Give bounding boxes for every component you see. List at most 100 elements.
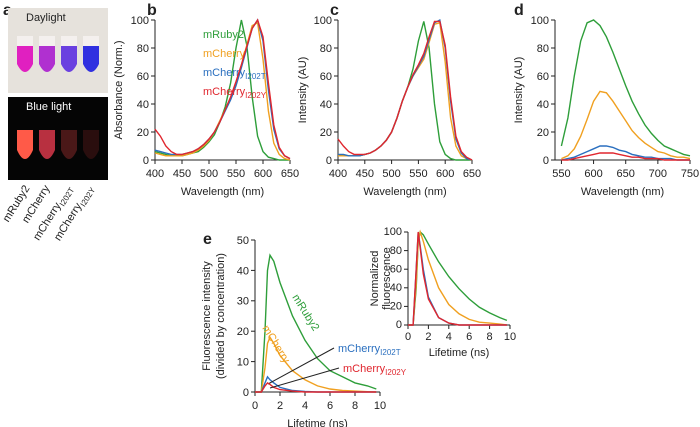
y-axis-label: Intensity (AU) [513,57,525,124]
y-tick-label: 40 [320,99,332,111]
x-tick-label: 550 [552,168,570,180]
x-tick-label: 650 [617,168,635,180]
name: mCherry [338,343,381,355]
y-axis-label: Normalized [369,251,381,307]
y-axis-label: Fluorescence intensity [201,261,213,371]
curve-label: mCherryI202T [338,343,401,357]
y-tick-label: 100 [314,15,332,27]
y-tick-label: 60 [537,71,549,83]
y-tick-label: 0 [396,319,402,331]
x-tick-label: 6 [466,331,472,343]
series-line [408,230,508,326]
panel-a: a Daylight Blue light mRuby2 mCherry mCh… [1,2,108,243]
y-tick-label: 0 [543,155,549,167]
x-tick-label: 2 [277,400,283,412]
legend-entry: mCherry [203,48,246,60]
x-tick-label: 10 [504,331,516,343]
legend-entry: mRuby2 [203,29,244,41]
y-tick-label: 0 [143,155,149,167]
x-tick-label: 650 [463,168,481,180]
x-tick-label: 0 [252,400,258,412]
x-tick-label: 600 [436,168,454,180]
x-tick-label: 4 [302,400,308,412]
name: mCherry [203,67,246,79]
x-axis-label: Lifetime (ns) [429,347,490,359]
series-line [408,231,507,326]
curve-label: mRuby2 [289,292,321,333]
x-axis-label: Lifetime (ns) [287,418,348,427]
x-tick-label: 650 [281,168,299,180]
y-tick-label: 0 [326,155,332,167]
series-line [255,253,377,393]
y-tick-label: 60 [137,71,149,83]
y-tick-label: 20 [137,127,149,139]
y-tick-label: 10 [237,356,249,368]
series-line [408,231,507,326]
x-tick-label: 2 [425,331,431,343]
y-tick-label: 20 [320,127,332,139]
y-tick-label: 100 [384,226,402,238]
y-tick-label: 30 [237,296,249,308]
y-axis-label: Absorbance (Norm.) [113,40,125,139]
series-line [561,90,691,160]
y-tick-label: 40 [237,265,249,277]
y-tick-label: 60 [390,263,402,275]
curve-label: mCherryI202Y [343,363,407,377]
x-tick-label: 8 [487,331,493,343]
series-line [255,381,377,393]
name: mCherry [203,48,246,60]
y-tick-label: 100 [531,15,549,27]
name: mCherry [203,86,246,98]
legend-entry: mCherryI202T [203,67,266,81]
series-line [338,18,473,161]
name: mRuby2 [203,29,244,41]
x-tick-label: 600 [254,168,272,180]
y-tick-label: 20 [390,301,402,313]
y-tick-label: 40 [537,99,549,111]
panel-letter: c [330,2,339,19]
x-tick-label: 450 [356,168,374,180]
panel-letter: b [147,2,157,19]
x-tick-label: 700 [649,168,667,180]
y-tick-label: 100 [131,15,149,27]
panel-letter: d [514,2,524,19]
x-tick-label: 10 [374,400,386,412]
series-line [338,21,472,161]
series-line [560,19,691,157]
x-tick-label: 4 [446,331,452,343]
x-tick-label: 450 [173,168,191,180]
name: mRuby2 [289,292,321,333]
subscript: I202T [380,348,401,357]
subscript: I202Y [245,91,267,100]
tubes-daylight [17,36,99,72]
x-tick-label: 750 [681,168,699,180]
x-tick-label: 0 [405,331,411,343]
y-tick-label: 80 [390,245,402,257]
panel-letter: e [203,231,212,248]
photo-label: Daylight [26,12,66,24]
x-tick-label: 400 [146,168,164,180]
x-tick-label: 600 [584,168,602,180]
x-tick-label: 6 [327,400,333,412]
series-line [561,152,690,161]
y-tick-label: 20 [537,127,549,139]
series-line [561,145,690,161]
y-tick-label: 80 [320,43,332,55]
x-tick-label: 550 [227,168,245,180]
panel-letter: a [3,2,12,19]
leader-line [267,347,335,385]
y-tick-label: 60 [320,71,332,83]
series-line [408,229,507,326]
y-tick-label: 20 [237,326,249,338]
leader-line [269,367,340,389]
y-tick-label: 40 [390,282,402,294]
series-line [337,20,473,161]
x-tick-label: 500 [382,168,400,180]
name: mCherry [343,363,386,375]
x-tick-label: 400 [329,168,347,180]
tubes-blue-light [17,130,99,159]
x-tick-label: 550 [409,168,427,180]
legend-entry: mCherryI202Y [203,86,267,100]
x-axis-label: Wavelength (nm) [181,186,264,198]
